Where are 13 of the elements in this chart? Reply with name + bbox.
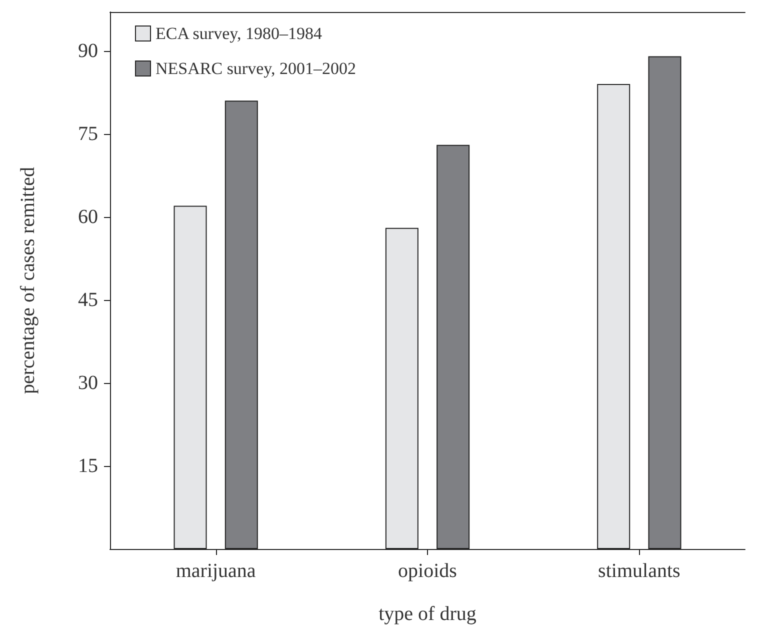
x-tick-label: marijuana [176, 560, 256, 582]
legend-label: ECA survey, 1980–1984 [156, 24, 323, 43]
x-tick-label: stimulants [598, 560, 680, 582]
y-axis-title: percentage of cases remitted [17, 166, 39, 394]
y-tick-label: 45 [78, 288, 98, 311]
y-tick-label: 60 [78, 206, 98, 228]
y-tick-label: 90 [78, 40, 98, 62]
x-tick-label: opioids [398, 560, 458, 582]
legend-label: NESARC survey, 2001–2002 [156, 59, 356, 78]
x-axis-title: type of drug [378, 603, 476, 625]
y-tick-label: 30 [78, 372, 98, 394]
y-tick-label: 15 [78, 454, 98, 477]
y-tick-label: 75 [78, 122, 98, 145]
